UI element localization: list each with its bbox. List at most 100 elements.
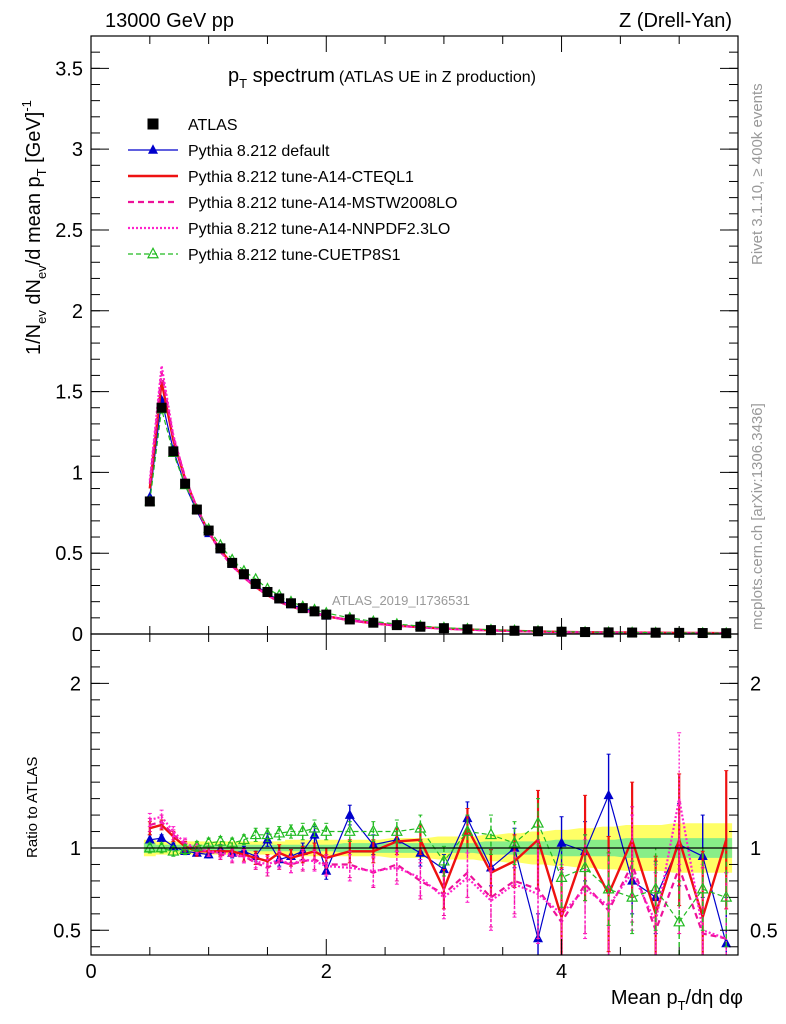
main-point-atlas <box>274 593 285 604</box>
ratio-y-tick-label-right: 0.5 <box>750 920 778 942</box>
ratio-point-cuetp <box>261 827 274 840</box>
main-point-atlas <box>215 543 226 554</box>
main-point-atlas <box>603 627 614 638</box>
main-point-atlas <box>262 586 273 597</box>
main-y-tick-label: 2.5 <box>55 220 83 242</box>
main-point-atlas <box>509 625 520 636</box>
legend-label-nnpdf: Pythia 8.212 tune-A14-NNPDF2.3LO <box>188 221 450 238</box>
ratio-point-cuetp <box>367 824 380 836</box>
ratio-point-cuetp <box>249 827 262 840</box>
main-point-atlas <box>309 606 320 617</box>
ratio-point-cuetp <box>532 816 545 828</box>
main-point-atlas <box>180 478 191 489</box>
main-point-atlas <box>227 557 238 568</box>
main-point-atlas <box>297 603 308 614</box>
main-y-axis-label: 1/Nev dNev/d mean pT [GeV]-1 <box>19 100 49 355</box>
main-point-atlas <box>485 625 496 636</box>
main-y-tick-label: 3 <box>72 139 83 161</box>
ratio-point-cuetp <box>673 915 686 927</box>
main-y-tick-label: 0.5 <box>55 543 83 565</box>
main-point-atlas <box>627 627 638 638</box>
ratio-point-cuetp <box>484 827 497 840</box>
legend-label-cteql1: Pythia 8.212 tune-A14-CTEQL1 <box>188 169 414 186</box>
mcplots-label: mcplots.cern.ch [arXiv:1306.3436] <box>749 403 766 630</box>
header-left: 13000 GeV pp <box>105 10 234 32</box>
ratio-point-cuetp <box>308 821 321 833</box>
main-point-atlas <box>391 620 402 631</box>
ratio-point-cuetp <box>649 882 662 894</box>
plot-title: pT spectrum (ATLAS UE in Z production) <box>228 65 536 91</box>
main-y-tick-label: 0 <box>72 624 83 646</box>
ratio-point-cuetp <box>296 824 309 836</box>
ratio-point-default <box>156 832 167 842</box>
ratio-y-tick-label-right: 2 <box>750 673 761 695</box>
legend-marker-cuetp <box>147 246 159 259</box>
main-point-atlas <box>168 446 179 457</box>
main-point-atlas <box>580 627 591 638</box>
ratio-point-cuetp <box>155 840 168 853</box>
ratio-point-default <box>603 789 614 800</box>
ratio-y-tick-label-right: 1 <box>750 838 761 860</box>
ratio-y-tick-label-left: 2 <box>70 673 81 695</box>
legend-label-mstw: Pythia 8.212 tune-A14-MSTW2008LO <box>188 195 457 212</box>
ratio-point-cuetp <box>390 824 403 836</box>
main-point-atlas <box>368 617 379 628</box>
ratio-point-cuetp <box>696 882 709 894</box>
main-point-atlas <box>156 402 167 413</box>
header-right: Z (Drell-Yan) <box>619 10 732 32</box>
ratio-point-cuetp <box>167 844 180 856</box>
ratio-point-cuetp <box>237 832 250 845</box>
legend: ATLAS Pythia 8.212 default Pythia 8.212 tu… <box>128 117 457 264</box>
main-point-atlas <box>250 578 261 589</box>
ratio-point-cuetp <box>320 824 333 836</box>
ratio-point-cuetp <box>273 826 286 838</box>
ratio-point-default <box>344 809 355 819</box>
legend-label-atlas: ATLAS <box>188 117 238 134</box>
x-tick-label: 0 <box>85 961 96 983</box>
main-point-atlas <box>238 569 249 580</box>
ratio-point-default <box>438 863 449 874</box>
ratio-plot-frame: 0.5 0.5 1 1 2 2 0 2 4 <box>53 633 778 983</box>
ratio-point-cuetp <box>437 854 450 866</box>
ratio-point-cuetp <box>343 824 356 836</box>
main-point-atlas <box>533 626 544 637</box>
ratio-point-cuetp <box>143 840 156 853</box>
ratio-y-axis-label: Ratio to ATLAS <box>24 757 41 858</box>
ratio-point-default <box>556 837 567 847</box>
ratio-line-cuetp <box>149 822 727 924</box>
ratio-point-default <box>144 834 155 844</box>
ratio-point-cuetp <box>602 882 615 894</box>
main-point-atlas <box>344 614 355 625</box>
main-point-atlas <box>415 621 426 632</box>
ratio-point-cuetp <box>555 870 568 882</box>
ratio-line-nnpdf <box>149 798 727 940</box>
main-y-tick-label: 3.5 <box>55 58 83 80</box>
legend-label-default: Pythia 8.212 default <box>188 143 330 160</box>
legend-marker-default <box>148 144 158 154</box>
ratio-y-tick-label-left: 0.5 <box>53 920 81 942</box>
ratio-point-cuetp <box>414 821 427 833</box>
x-tick-label: 2 <box>321 961 332 983</box>
ratio-point-cuetp <box>508 836 521 848</box>
ratio-y-tick-label-left: 1 <box>70 838 81 860</box>
main-y-tick-label: 1.5 <box>55 382 83 404</box>
main-y-tick-label: 2 <box>72 301 83 323</box>
x-tick-label: 4 <box>556 961 567 983</box>
main-point-atlas <box>203 525 214 536</box>
main-point-atlas <box>650 627 661 638</box>
ratio-point-cuetp <box>284 824 297 836</box>
ratio-frame-border <box>90 633 739 956</box>
rivet-version-label: Rivet 3.1.10, ≥ 400k events <box>749 83 766 265</box>
main-point-atlas <box>321 609 332 620</box>
ratio-point-cuetp <box>579 860 592 873</box>
ratio-plot-area <box>91 732 738 956</box>
main-point-atlas <box>144 496 155 507</box>
legend-label-cuetp: Pythia 8.212 tune-CUETP8S1 <box>188 247 401 264</box>
x-axis-label: Mean pT/dη dφ <box>611 987 743 1013</box>
ratio-point-cuetp <box>720 890 733 902</box>
analysis-watermark: ATLAS_2019_I1736531 <box>332 593 470 608</box>
main-point-atlas <box>697 628 708 639</box>
ratio-point-cuetp <box>626 890 639 902</box>
main-point-atlas <box>191 504 202 515</box>
main-point-atlas <box>721 628 732 639</box>
